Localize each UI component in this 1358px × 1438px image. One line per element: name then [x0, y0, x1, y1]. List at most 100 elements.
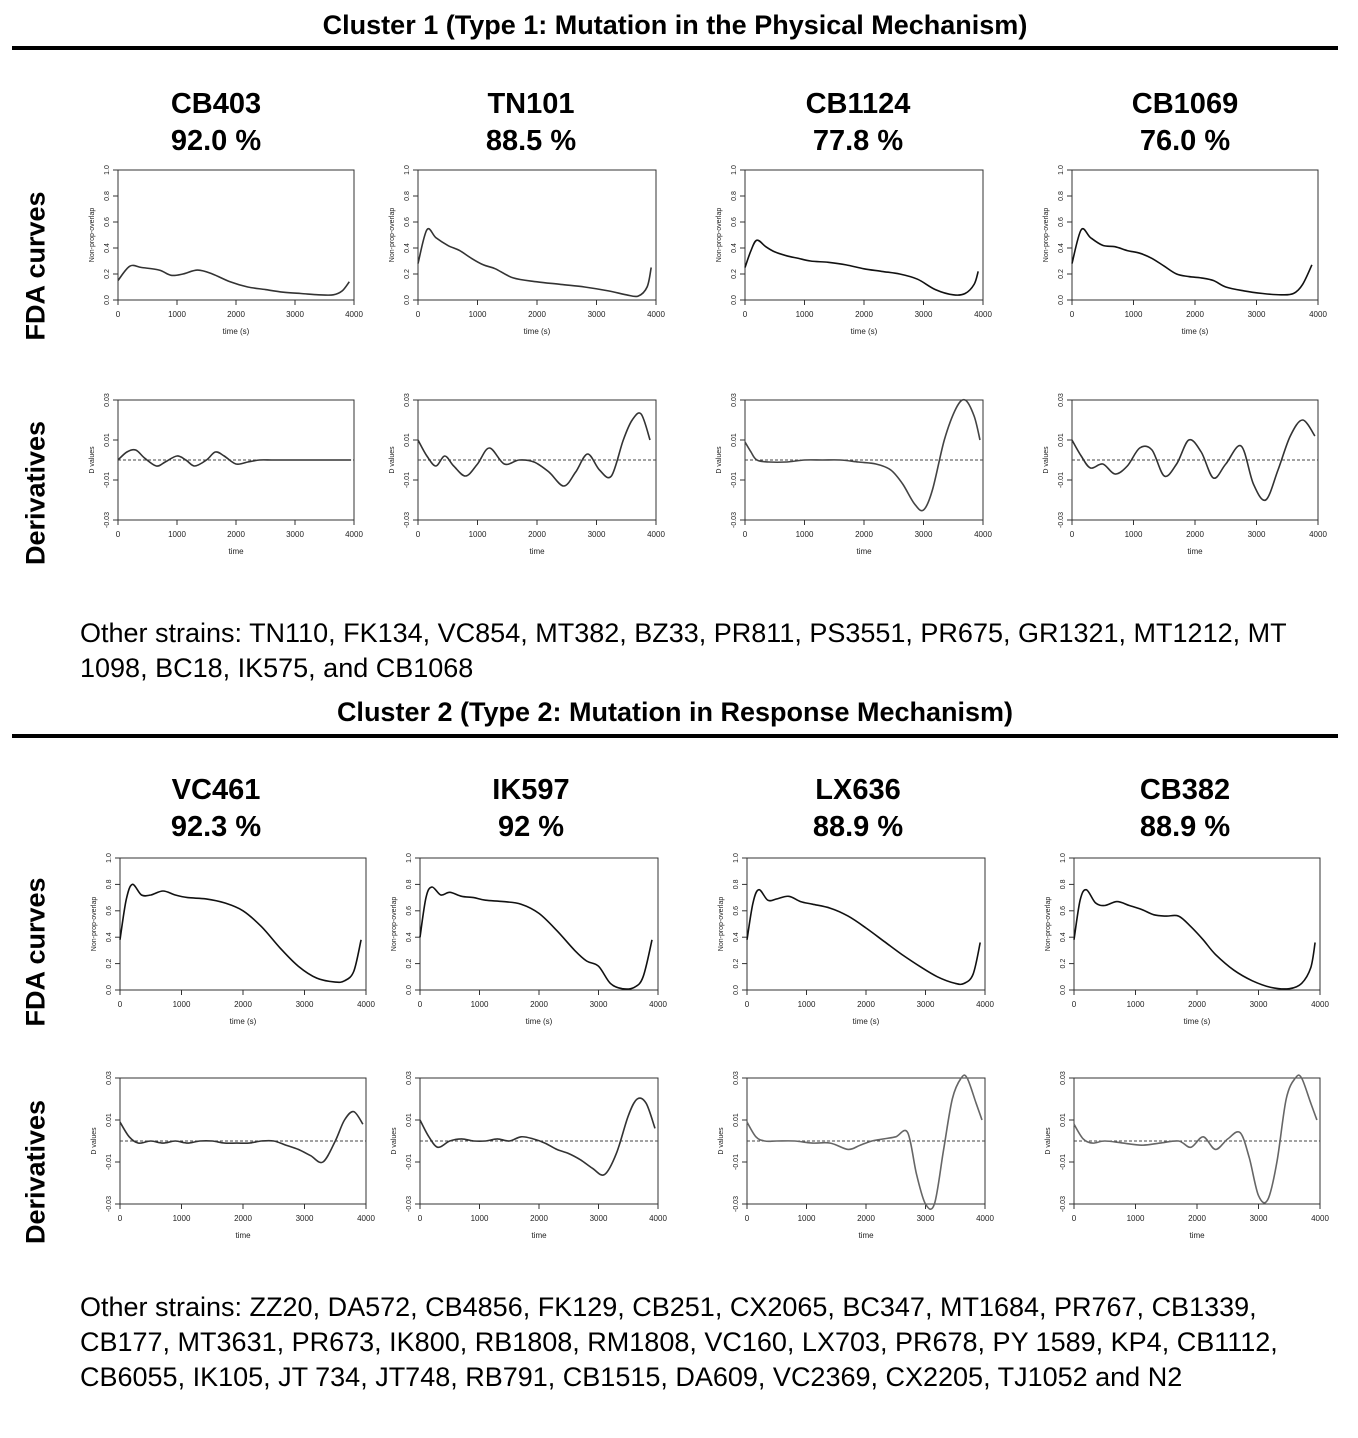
- x-tick-label: 1000: [173, 1000, 191, 1009]
- series-line: [417, 412, 651, 487]
- series-line: [744, 398, 981, 512]
- x-tick-label: 3000: [1250, 1000, 1268, 1009]
- x-tick-label: 0: [1072, 1214, 1077, 1223]
- x-axis-label: time: [1187, 547, 1203, 556]
- y-tick-label: 0.4: [731, 243, 738, 253]
- fda-curve-plot-lx636: 0 1000 2000 3000 4000 0.0 0.2 0.4 0.6 0.8 1.0 time …: [718, 853, 994, 1026]
- y-tick-label: -0.01: [1060, 1154, 1067, 1170]
- y-tick-label: 0.4: [404, 243, 411, 253]
- x-tick-label: 1000: [173, 1214, 191, 1223]
- series-line: [119, 883, 362, 984]
- x-tick-label: 1000: [1127, 1000, 1145, 1009]
- strain-percent: 88.5 %: [485, 125, 577, 157]
- x-tick-label: 3000: [1248, 530, 1266, 539]
- y-tick-label: 1.0: [1060, 853, 1067, 863]
- y-axis-label: D values: [718, 1127, 725, 1155]
- x-axis-label: time: [529, 547, 545, 556]
- y-tick-label: -0.03: [1058, 512, 1065, 528]
- x-tick-label: 3000: [1250, 1214, 1268, 1223]
- plot-frame: [419, 857, 659, 991]
- x-tick-label: 2000: [227, 530, 245, 539]
- series-line: [419, 1097, 656, 1176]
- y-tick-label: -0.01: [1058, 472, 1065, 488]
- y-tick-label: 1.0: [106, 853, 113, 863]
- x-tick-label: 1000: [798, 1000, 816, 1009]
- x-tick-label: 4000: [976, 1000, 994, 1009]
- x-tick-label: 4000: [345, 310, 363, 319]
- y-tick-label: 1.0: [733, 853, 740, 863]
- y-tick-label: -0.03: [104, 512, 111, 528]
- row-label-fda-curves: FDA curves: [20, 877, 51, 1027]
- x-tick-label: 1000: [469, 530, 487, 539]
- y-tick-label: 0.01: [406, 1113, 413, 1127]
- y-tick-label: 0.0: [1060, 985, 1067, 995]
- y-tick-label: 0.8: [1060, 879, 1067, 889]
- y-tick-label: -0.03: [731, 512, 738, 528]
- y-tick-label: 1.0: [731, 165, 738, 175]
- x-tick-label: 0: [116, 530, 121, 539]
- series-line: [117, 264, 350, 296]
- y-tick-label: 0.01: [104, 433, 111, 447]
- derivative-plot-ik597: 0 1000 2000 3000 4000 -0.03 -0.01 0.01 0.03 time D…: [391, 1071, 667, 1240]
- y-tick-label: 0.0: [731, 295, 738, 305]
- y-tick-label: 1.0: [104, 165, 111, 175]
- series-line: [744, 239, 979, 296]
- y-tick-label: 0.6: [106, 906, 113, 916]
- x-tick-label: 1000: [168, 310, 186, 319]
- y-tick-label: 0.6: [406, 906, 413, 916]
- strain-percent: 88.9 %: [812, 811, 904, 843]
- x-tick-label: 2000: [227, 310, 245, 319]
- x-tick-label: 1000: [1125, 530, 1143, 539]
- y-tick-label: 0.03: [104, 393, 111, 407]
- x-axis-label: time: [531, 1231, 547, 1240]
- x-tick-label: 4000: [1311, 1000, 1329, 1009]
- y-tick-label: 0.8: [406, 879, 413, 889]
- strain-percent: 92.3 %: [170, 811, 262, 843]
- cluster-2-other-strains: Other strains: ZZ20, DA572, CB4856, FK12…: [80, 1292, 1278, 1392]
- y-tick-label: -0.03: [1060, 1196, 1067, 1212]
- x-tick-label: 2000: [855, 310, 873, 319]
- y-tick-label: 0.6: [1060, 906, 1067, 916]
- plot-frame: [1073, 857, 1321, 991]
- derivative-plot-cb403: 0 1000 2000 3000 4000 -0.03 -0.01 0.01 0.03 time D…: [89, 393, 363, 556]
- x-tick-label: 2000: [528, 530, 546, 539]
- y-tick-label: 0.03: [1060, 1071, 1067, 1085]
- x-tick-label: 0: [116, 310, 121, 319]
- strain-name: CB382: [1139, 774, 1231, 806]
- fda-curve-plot-cb1069: 0 1000 2000 3000 4000 0.0 0.2 0.4 0.6 0.8 1.0 time …: [1043, 165, 1327, 336]
- fda-curve-plot-tn101: 0 1000 2000 3000 4000 0.0 0.2 0.4 0.6 0.8 1.0 time …: [389, 165, 665, 336]
- y-tick-label: -0.03: [404, 512, 411, 528]
- x-tick-label: 0: [1072, 1000, 1077, 1009]
- x-tick-label: 4000: [357, 1214, 375, 1223]
- y-tick-label: 0.01: [106, 1113, 113, 1127]
- cluster-1-divider: [12, 46, 1338, 50]
- y-tick-label: 0.8: [1058, 191, 1065, 201]
- y-tick-label: 0.2: [406, 959, 413, 969]
- y-tick-label: 0.03: [731, 393, 738, 407]
- x-tick-label: 0: [418, 1214, 423, 1223]
- strain-name: VC461: [171, 774, 261, 806]
- y-tick-label: 0.4: [1060, 932, 1067, 942]
- y-tick-label: 0.6: [104, 217, 111, 227]
- derivative-plot-cb1124: 0 1000 2000 3000 4000 -0.03 -0.01 0.01 0.03 time D…: [716, 393, 992, 556]
- x-tick-label: 2000: [1186, 310, 1204, 319]
- y-tick-label: 0.0: [404, 295, 411, 305]
- plot-frame: [1071, 169, 1319, 301]
- strain-name: IK597: [492, 774, 570, 806]
- x-axis-label: time: [856, 547, 872, 556]
- x-tick-label: 1000: [168, 530, 186, 539]
- x-tick-label: 1000: [471, 1000, 489, 1009]
- cluster-2-title: Cluster 2 (Type 2: Mutation in Response …: [336, 697, 1014, 727]
- y-tick-label: 0.0: [406, 985, 413, 995]
- y-tick-label: 0.03: [106, 1071, 113, 1085]
- x-tick-label: 4000: [974, 310, 992, 319]
- y-tick-label: 0.0: [106, 985, 113, 995]
- y-tick-label: 0.8: [733, 879, 740, 889]
- y-tick-label: 0.4: [733, 932, 740, 942]
- x-tick-label: 2000: [234, 1214, 252, 1223]
- y-tick-label: -0.01: [731, 472, 738, 488]
- x-tick-label: 4000: [1309, 310, 1327, 319]
- series-line: [1073, 888, 1316, 990]
- y-tick-label: -0.01: [406, 1154, 413, 1170]
- strain-percent: 88.9 %: [1139, 811, 1231, 843]
